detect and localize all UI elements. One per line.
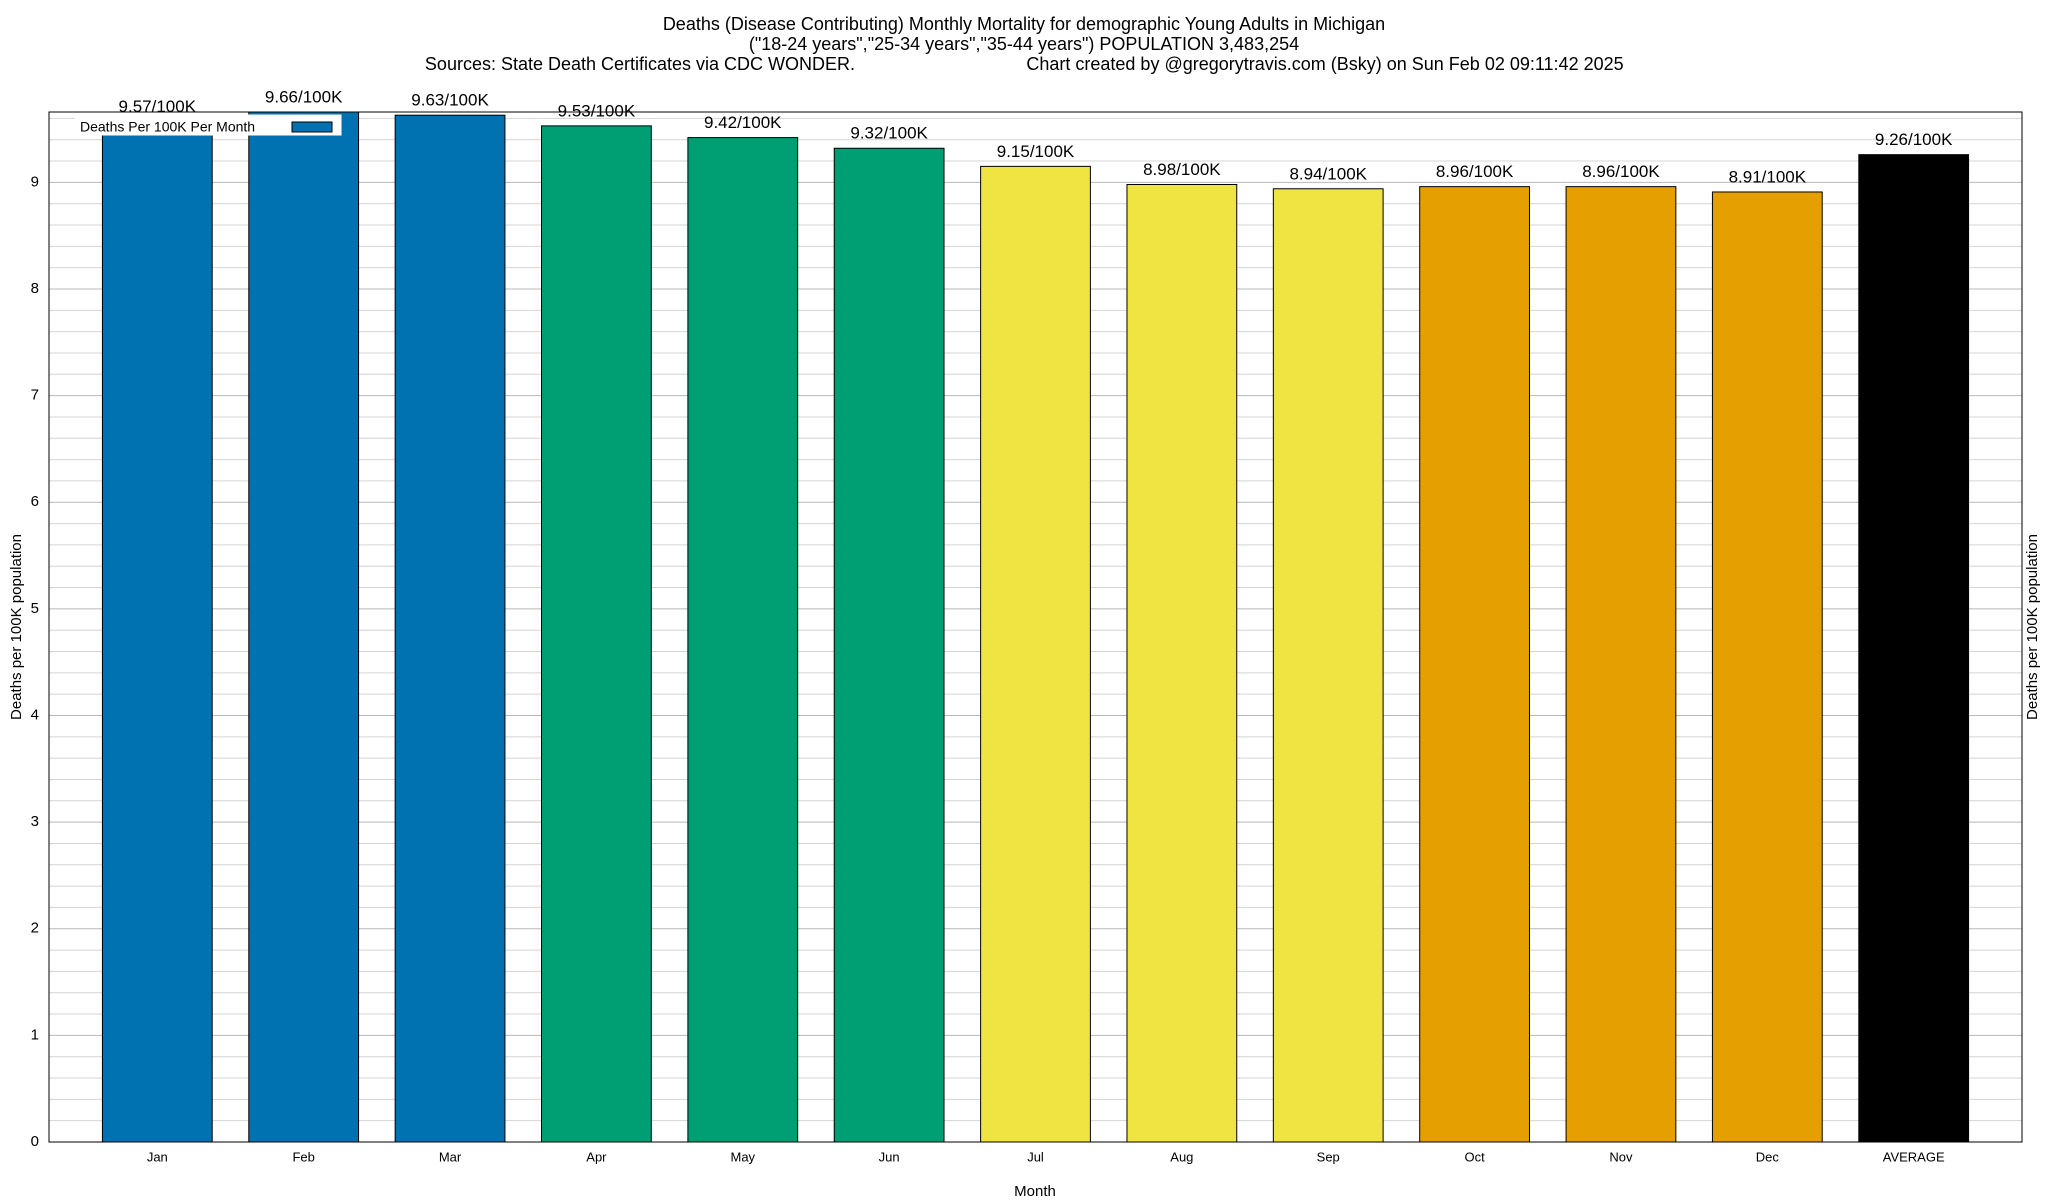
bar	[1272, 188, 1384, 1143]
bar	[394, 114, 506, 1143]
y-tick-label: 0	[31, 1133, 39, 1150]
value-label: 8.96/100K	[1436, 162, 1514, 181]
y-tick-label: 9	[31, 173, 39, 190]
legend-swatch	[291, 121, 333, 133]
x-tick-label: AVERAGE	[1883, 1149, 1945, 1164]
value-label: 8.91/100K	[1729, 167, 1807, 186]
y-tick-label: 6	[31, 493, 39, 510]
y-tick-label: 8	[31, 280, 39, 297]
bar	[101, 121, 213, 1143]
y-tick-label: 7	[31, 387, 39, 404]
chart-source: Sources: State Death Certificates via CD…	[425, 54, 855, 74]
x-tick-label: Dec	[1756, 1149, 1780, 1164]
value-label: 8.96/100K	[1582, 162, 1660, 181]
y-tick-label: 2	[31, 920, 39, 937]
x-tick-label: May	[730, 1149, 755, 1164]
value-label: 9.26/100K	[1875, 130, 1953, 149]
bar	[1565, 186, 1677, 1143]
y-axis-label: Deaths per 100K population	[8, 534, 25, 720]
bar	[248, 111, 360, 1143]
value-label: 9.53/100K	[558, 101, 636, 120]
value-label: 9.66/100K	[265, 87, 343, 106]
x-tick-label: Nov	[1609, 1149, 1633, 1164]
bar	[1126, 184, 1238, 1143]
chart-credit: Chart created by @gregorytravis.com (Bsk…	[1026, 54, 1623, 74]
chart-title: Deaths (Disease Contributing) Monthly Mo…	[663, 14, 1385, 34]
chart-subtitle: ("18-24 years","25-34 years","35-44 year…	[749, 34, 1299, 54]
x-tick-label: Mar	[439, 1149, 462, 1164]
y-tick-label: 1	[31, 1026, 39, 1043]
value-label: 9.42/100K	[704, 113, 782, 132]
plot-frame	[48, 111, 2023, 1143]
value-label: 8.98/100K	[1143, 160, 1221, 179]
bar	[1419, 186, 1530, 1143]
legend-box	[74, 114, 342, 136]
bar	[541, 125, 652, 1143]
x-tick-label: Apr	[586, 1149, 607, 1164]
y-tick-label: 5	[31, 600, 39, 617]
value-label: 9.32/100K	[850, 124, 928, 143]
value-label: 8.94/100K	[1289, 164, 1367, 183]
x-tick-label: Aug	[1170, 1149, 1193, 1164]
x-tick-label: Jul	[1027, 1149, 1044, 1164]
x-tick-label: Oct	[1464, 1149, 1485, 1164]
value-label: 9.15/100K	[997, 142, 1075, 161]
x-tick-label: Jan	[147, 1149, 168, 1164]
value-label: 9.63/100K	[411, 91, 489, 110]
y-tick-label: 4	[31, 706, 39, 723]
bar	[687, 137, 799, 1143]
legend-label: Deaths Per 100K Per Month	[80, 119, 255, 135]
x-axis-label: Month	[1014, 1183, 1056, 1200]
y2-axis-label: Deaths per 100K population	[2024, 534, 2041, 720]
y-tick-label: 3	[31, 813, 39, 830]
bar	[833, 147, 945, 1143]
x-tick-label: Feb	[292, 1149, 314, 1164]
x-tick-label: Jun	[879, 1149, 900, 1164]
value-label: 9.57/100K	[119, 97, 197, 116]
bar	[980, 165, 1091, 1143]
bar	[1711, 191, 1823, 1143]
bar	[1858, 154, 1970, 1143]
x-tick-label: Sep	[1317, 1149, 1340, 1164]
